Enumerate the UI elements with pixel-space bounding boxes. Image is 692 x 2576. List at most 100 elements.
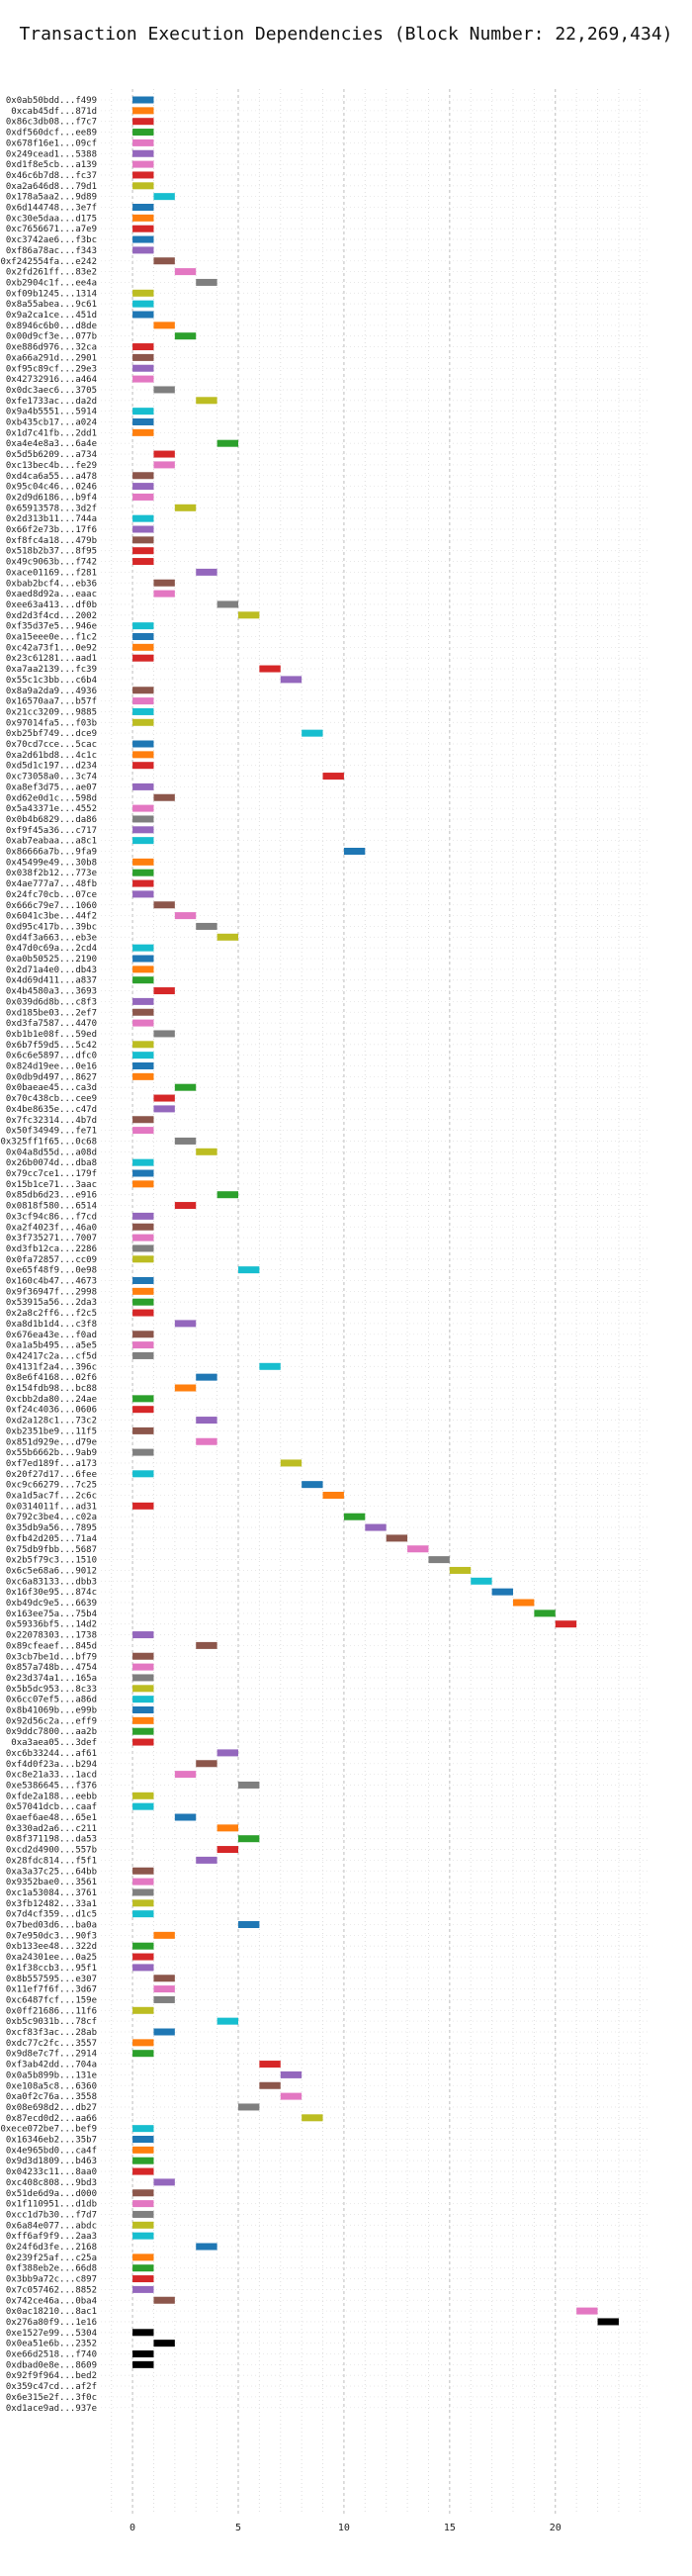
bar <box>132 1351 154 1359</box>
y-tick-label: 0x0ac18210...8ac1 <box>6 2307 97 2317</box>
y-tick-label: 0xfe1733ac...da2d <box>6 397 97 407</box>
y-tick-label: 0x53915a56...2da3 <box>6 1298 97 1308</box>
bar <box>174 1320 197 1328</box>
y-tick-label: 0xb2351be9...11f5 <box>6 1426 97 1436</box>
bar <box>132 1685 154 1693</box>
y-tick-label: 0x4b4580a3...3693 <box>6 987 97 997</box>
bar <box>132 235 154 243</box>
bar <box>153 793 175 801</box>
bar <box>153 193 175 201</box>
bar <box>132 976 154 984</box>
bar <box>132 654 154 662</box>
bar <box>132 1008 154 1016</box>
bar <box>132 311 154 319</box>
y-tick-label: 0x276a80f9...1e16 <box>6 2318 97 2328</box>
x-tick-label: 0 <box>130 2523 135 2533</box>
bar <box>132 1277 154 1284</box>
y-tick-label: 0x3cb7be1d...bf79 <box>6 1652 97 1662</box>
bar <box>132 1287 154 1295</box>
bar <box>132 1867 154 1875</box>
y-tick-label: 0x2b5f79c3...1510 <box>6 1556 97 1566</box>
y-tick-label: 0x1d7c41fb...2dd1 <box>6 428 97 438</box>
y-tick-label: 0x08e698d2...db27 <box>6 2103 97 2113</box>
y-tick-label: 0x239f25af...c25a <box>6 2254 97 2263</box>
bar <box>132 536 154 544</box>
bar <box>449 1566 472 1574</box>
y-tick-label: 0xc6a83133...dbb3 <box>6 1577 97 1587</box>
y-tick-label: 0x0a5b899b...131e <box>6 2070 97 2080</box>
y-tick-label: 0x9d3d1809...b463 <box>6 2157 97 2166</box>
bar <box>132 687 154 694</box>
y-tick-label: 0x26b0074d...dba8 <box>6 1158 97 1168</box>
bar <box>132 1888 154 1896</box>
bar <box>153 1995 175 2003</box>
y-tick-label: 0xff6af9f9...2aa3 <box>6 2232 97 2242</box>
y-tick-label: 0x92f9f964...bed2 <box>6 2371 97 2381</box>
y-tick-label: 0xb2904c1f...ee4a <box>6 278 97 288</box>
bar <box>153 579 175 587</box>
bar <box>153 461 175 469</box>
bar <box>132 1116 154 1124</box>
bar <box>132 547 154 555</box>
y-tick-label: 0xd185be03...2ef7 <box>6 1008 97 1018</box>
y-tick-label: 0xb5c9031b...78cf <box>6 2017 97 2027</box>
y-tick-label: 0x2fd261ff...83e2 <box>6 268 97 278</box>
y-tick-label: 0xee63a413...df0b <box>6 600 97 610</box>
bar <box>216 1824 238 1832</box>
y-tick-label: 0xcc1d7b30...f7d7 <box>6 2210 97 2220</box>
bar <box>132 1964 154 1972</box>
y-tick-label: 0x86c3db08...f7c7 <box>6 118 97 128</box>
bar <box>132 697 154 705</box>
bar <box>174 1384 197 1392</box>
y-tick-label: 0xd4f3a663...eb3e <box>6 933 97 943</box>
y-tick-label: 0xc3742ae6...f3bc <box>6 235 97 245</box>
y-tick-label: 0x8b41069b...e99b <box>6 1706 97 1716</box>
bar <box>534 1610 556 1617</box>
y-tick-label: 0x6a84e077...abdc <box>6 2221 97 2231</box>
y-tick-label: 0x1f110951...d1db <box>6 2200 97 2210</box>
y-tick-label: 0xc73058a0...3c74 <box>6 773 97 782</box>
y-tick-label: 0x85db6d23...e916 <box>6 1191 97 1201</box>
y-tick-label: 0x87ecd0d2...aa66 <box>6 2114 97 2124</box>
bar <box>153 450 175 458</box>
y-tick-label: 0x59336bf5...14d2 <box>6 1620 97 1630</box>
bar <box>132 740 154 748</box>
y-tick-label: 0x178a5aa2...9d89 <box>6 193 97 203</box>
bar <box>153 322 175 329</box>
bar <box>132 1169 154 1177</box>
bar <box>576 2307 598 2315</box>
bar <box>132 1802 154 1810</box>
bar <box>132 955 154 963</box>
y-tick-label: 0xa2a646d8...79d1 <box>6 182 97 192</box>
y-tick-label: 0xc6b33244...af61 <box>6 1749 97 1759</box>
y-tick-labels: 0x0ab50bdd...f4990xcab45df...871d0x86c3d… <box>0 96 97 2414</box>
y-tick-label: 0x7d4cf359...d1c5 <box>6 1910 97 1920</box>
bar <box>280 1459 303 1467</box>
bar <box>132 1234 154 1242</box>
y-tick-label: 0xd95c417b...39bc <box>6 922 97 932</box>
y-tick-label: 0xf7ed189f...a173 <box>6 1459 97 1469</box>
y-tick-label: 0xdc77c2fc...3557 <box>6 2039 97 2049</box>
bar <box>322 773 344 781</box>
y-tick-label: 0x35db9a56...7895 <box>6 1523 97 1533</box>
bars <box>132 96 619 2368</box>
bar <box>153 1985 175 1993</box>
y-tick-label: 0xa3a37c25...64bb <box>6 1867 97 1877</box>
y-tick-label: 0x45499e49...30b8 <box>6 858 97 868</box>
bar <box>132 966 154 973</box>
y-tick-label: 0x66f2e73b...17f6 <box>6 525 97 535</box>
y-tick-label: 0x792c3be4...c02a <box>6 1513 97 1522</box>
y-tick-label: 0x3bb9a72c...c897 <box>6 2275 97 2285</box>
bar <box>216 1749 238 1757</box>
bar <box>132 364 154 372</box>
y-tick-label: 0x28fdc814...f5f1 <box>6 1856 97 1866</box>
y-tick-label: 0xa8d1b1d4...c3f8 <box>6 1320 97 1330</box>
y-tick-label: 0x9d8e7c7f...2914 <box>6 2050 97 2060</box>
bar <box>132 633 154 640</box>
bar <box>132 1910 154 1918</box>
bar <box>132 2050 154 2058</box>
bar <box>132 1331 154 1338</box>
y-tick-label: 0x4131f2a4...396c <box>6 1362 97 1372</box>
bar <box>196 568 217 576</box>
bar <box>132 1631 154 1639</box>
